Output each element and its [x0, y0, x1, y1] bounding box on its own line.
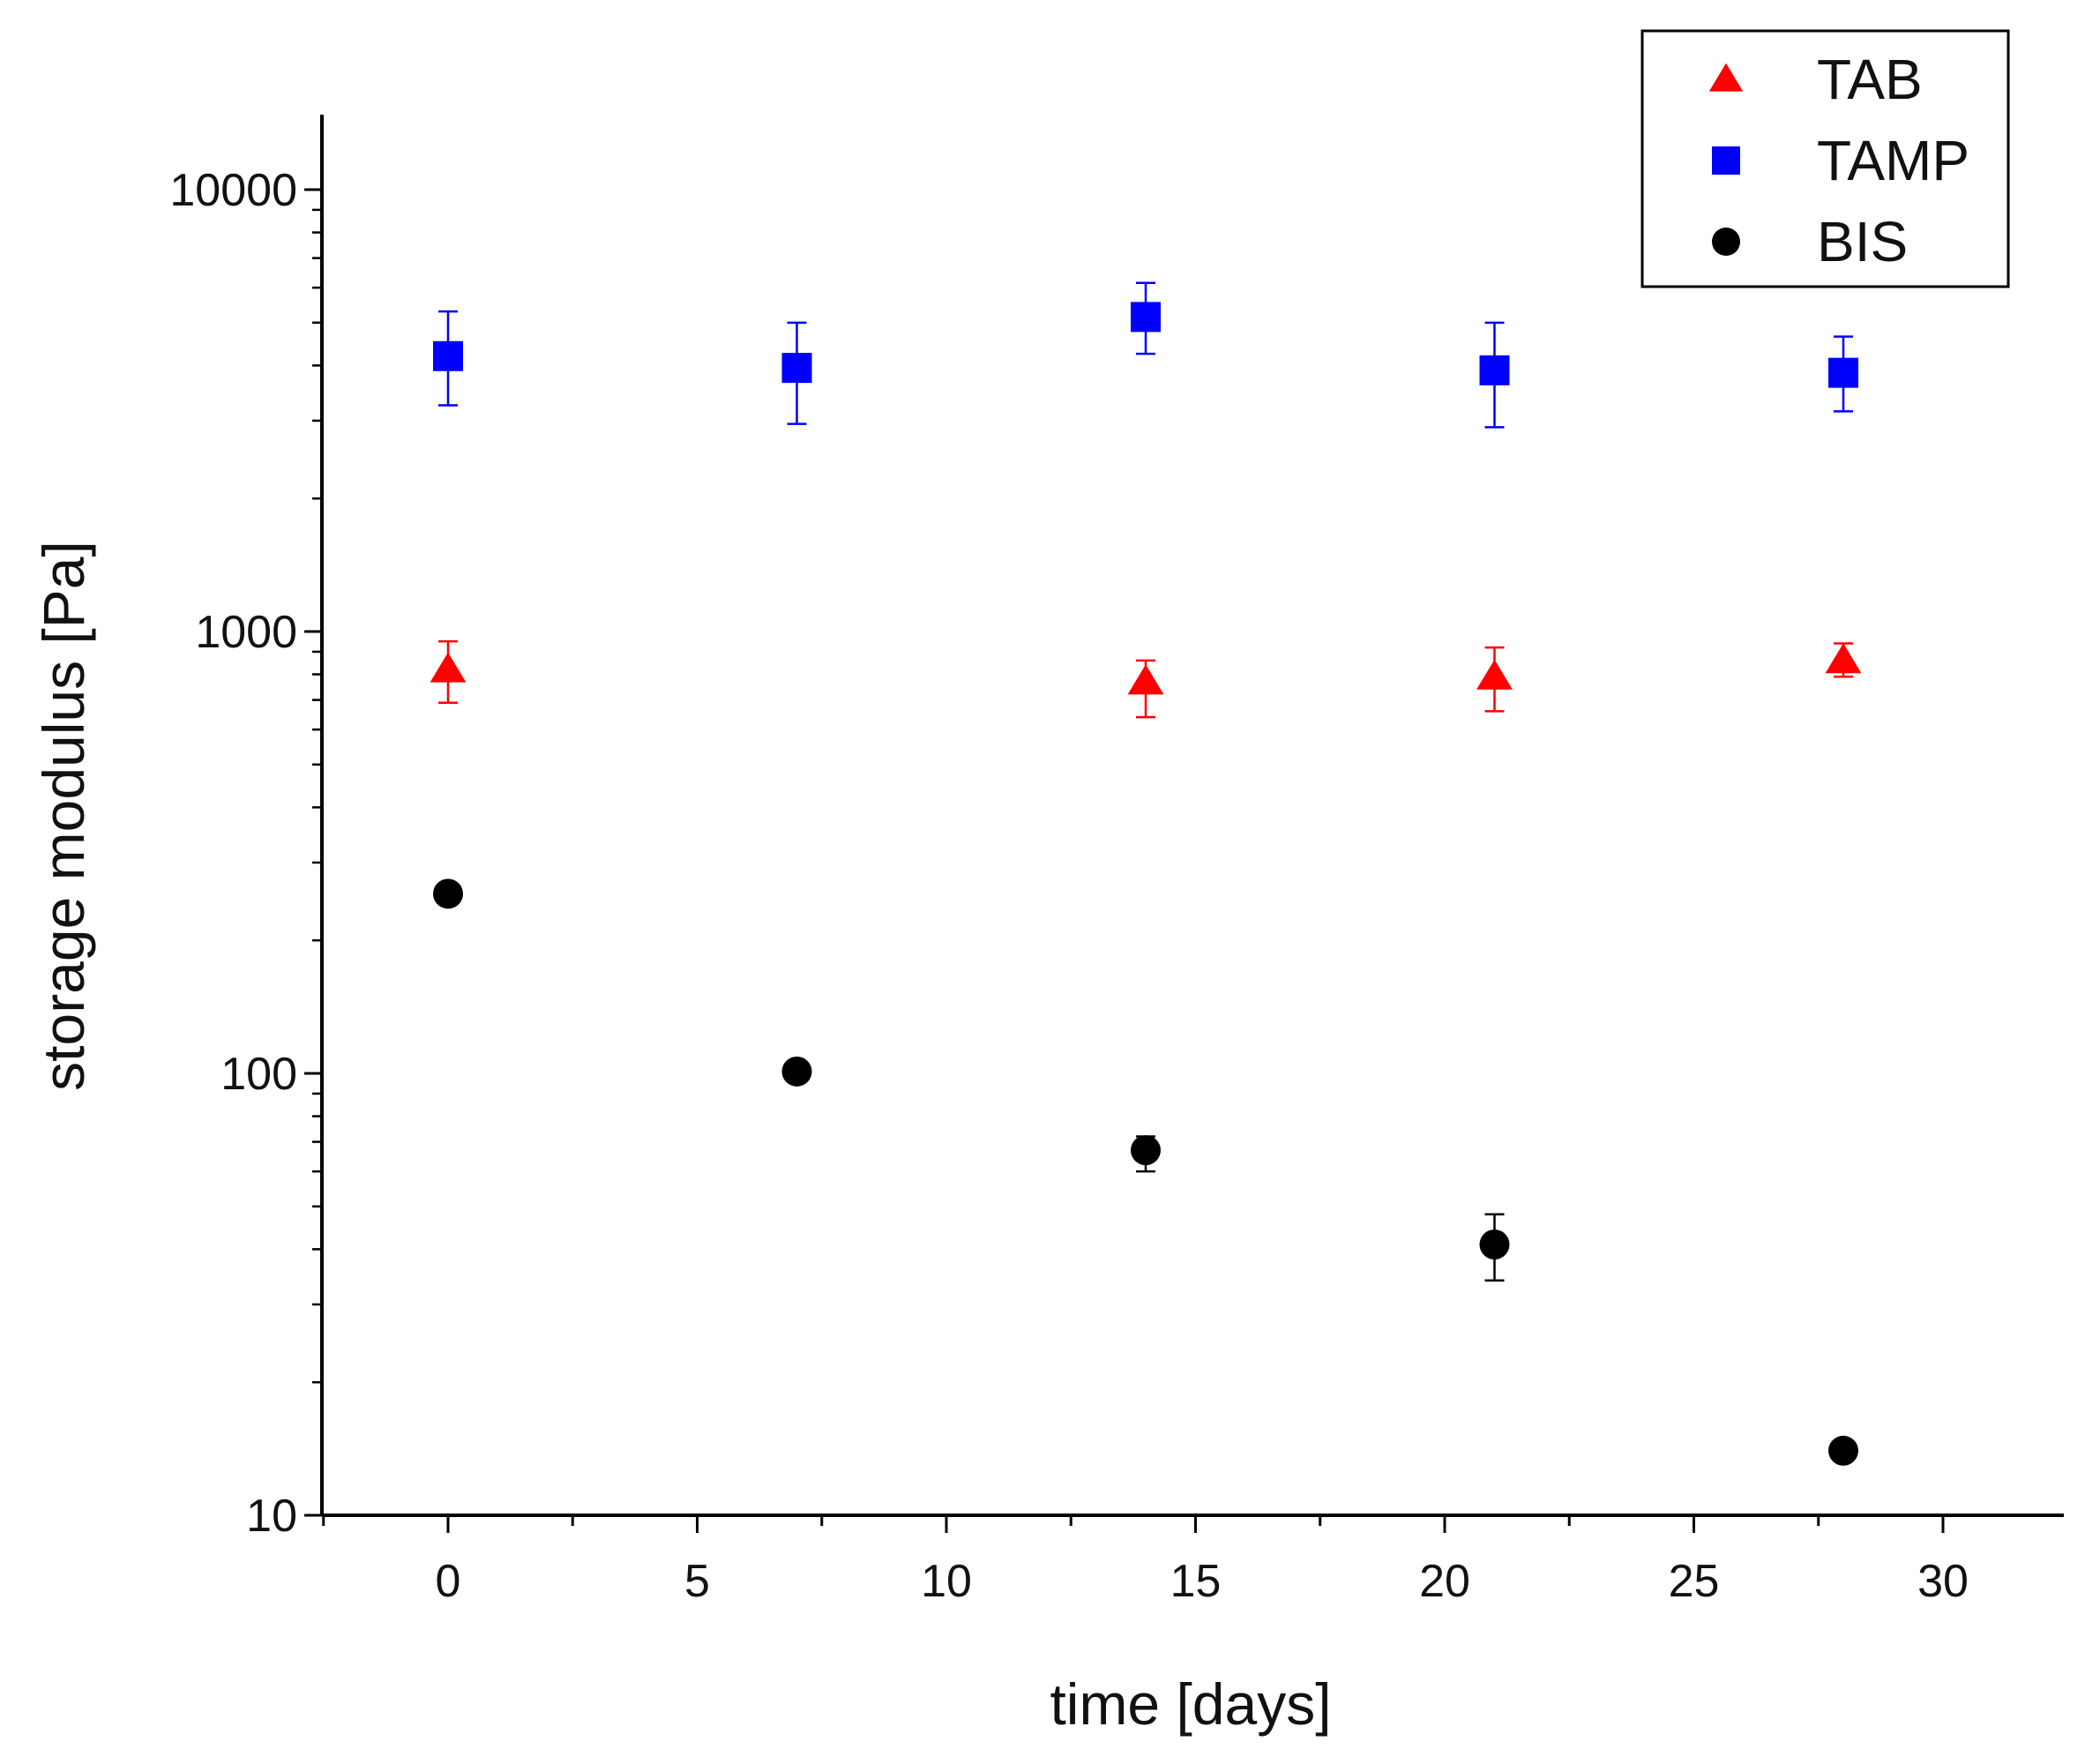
x-tick-label: 25	[1669, 1556, 1720, 1607]
legend-box	[1640, 29, 2010, 288]
legend-label-bis: BIS	[1817, 210, 1908, 273]
data-point-tamp	[1131, 302, 1161, 333]
legend-marker-bis	[1712, 228, 1740, 256]
data-point-bis	[1828, 1435, 1858, 1466]
y-tick-label: 100	[220, 1049, 297, 1100]
data-point-bis	[1479, 1229, 1510, 1259]
x-tick-label: 10	[921, 1556, 972, 1607]
axis-ticks: 0 5 10 15 20 25 30 10 100 1000 10000	[169, 165, 1969, 1607]
x-axis-title: time [days]	[1050, 1671, 1331, 1737]
data-point-bis	[433, 878, 463, 909]
data-point-tamp	[1828, 357, 1858, 388]
x-tick-label: 30	[1917, 1556, 1969, 1607]
x-tick-label: 0	[436, 1556, 461, 1607]
y-tick-label: 10000	[169, 165, 297, 216]
data-point-tab	[1127, 664, 1164, 695]
data-point-tamp	[433, 340, 463, 371]
data-point-tab	[1825, 643, 1862, 674]
legend-marker-tab	[1708, 63, 1744, 92]
series-tab	[430, 639, 1862, 719]
legend-label-tamp: TAMP	[1817, 129, 1969, 192]
legend-label-tab: TAB	[1817, 48, 1923, 111]
data-point-tamp	[781, 353, 812, 384]
legend-marker-tamp	[1712, 146, 1740, 175]
data-point-bis	[781, 1056, 812, 1087]
data-series	[430, 281, 1862, 1466]
series-bis	[433, 878, 1858, 1466]
data-point-tamp	[1479, 355, 1510, 385]
data-point-bis	[1131, 1135, 1161, 1166]
y-tick-label: 1000	[195, 607, 297, 658]
y-axis-title: storage modulus [Pa]	[31, 541, 96, 1091]
x-tick-label: 20	[1419, 1556, 1470, 1607]
data-point-tab	[430, 652, 467, 683]
data-point-tab	[1476, 659, 1513, 690]
x-tick-label: 5	[684, 1556, 710, 1607]
x-tick-label: 15	[1170, 1556, 1222, 1607]
series-tamp	[433, 281, 1858, 429]
legend: TAB TAMP BIS	[1640, 29, 2010, 288]
y-tick-label: 10	[246, 1491, 297, 1542]
axes	[320, 115, 2064, 1517]
